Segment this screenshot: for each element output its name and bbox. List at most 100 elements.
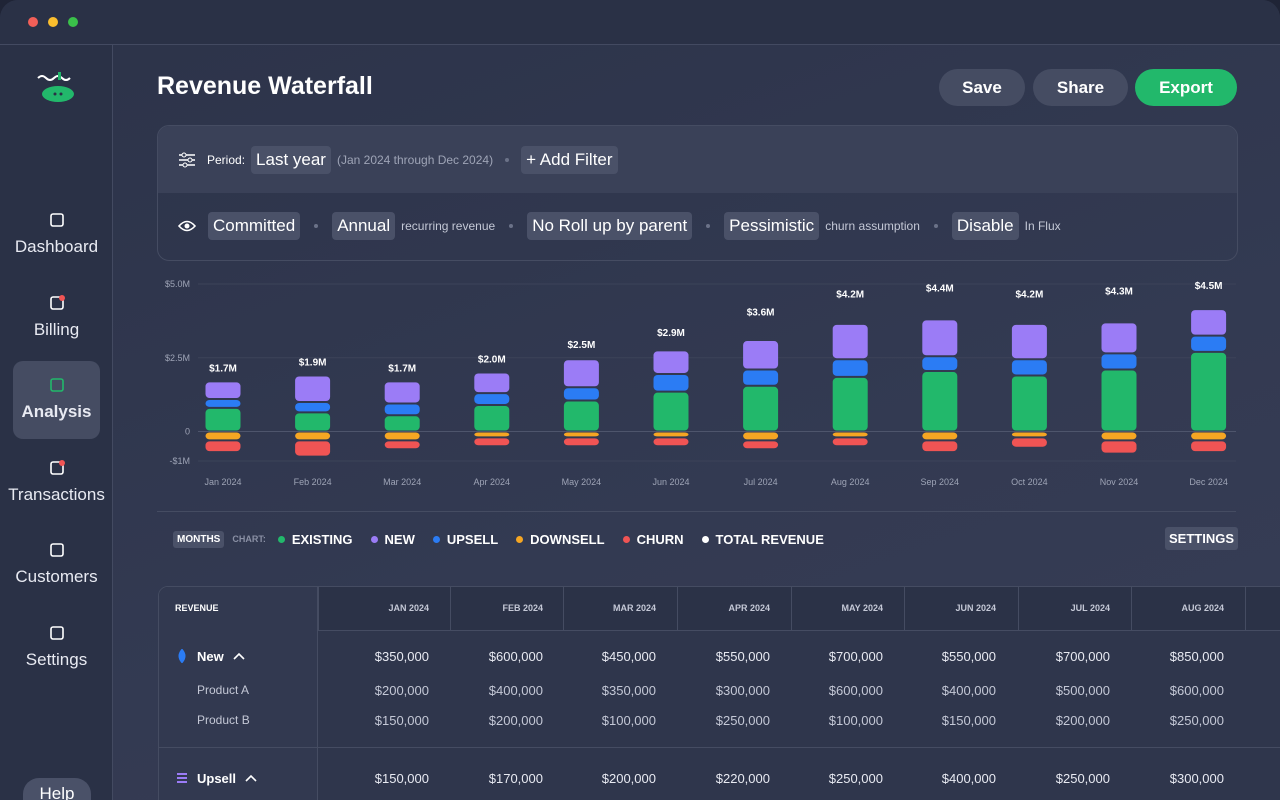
legend-item: TOTAL REVENUE bbox=[701, 532, 824, 547]
bar-segment bbox=[653, 374, 689, 391]
cell-value: $250,000 bbox=[828, 771, 883, 786]
bar-segment bbox=[474, 432, 510, 437]
bar-segment bbox=[563, 388, 599, 400]
legend-label: DOWNSELL bbox=[530, 531, 605, 547]
cell-value: $450,000 bbox=[601, 649, 656, 664]
options-row: Committed Annual recurring revenue No Roll … bbox=[178, 210, 1061, 242]
column-divider bbox=[1018, 587, 1019, 630]
total-label: $1.7M bbox=[209, 363, 237, 374]
sidebar bbox=[0, 45, 113, 800]
legend: MONTHS CHART: EXISTING NEW UPSELL DOWNSELL C… bbox=[173, 529, 834, 549]
bar-segment bbox=[295, 413, 331, 431]
x-tick-label: Oct 2024 bbox=[1011, 477, 1048, 487]
cell-value: $250,000 bbox=[1055, 771, 1110, 786]
option-note: In Flux bbox=[1024, 219, 1061, 233]
group-name[interactable]: New bbox=[197, 649, 224, 664]
option-chip[interactable]: Pessimistic bbox=[724, 212, 820, 240]
cell-value: $150,000 bbox=[941, 713, 996, 728]
cell-value: $150,000 bbox=[374, 713, 429, 728]
legend-label: EXISTING bbox=[291, 531, 353, 547]
period-range: (Jan 2024 through Dec 2024) bbox=[336, 153, 494, 167]
bar-segment bbox=[1011, 432, 1047, 437]
bar-segment bbox=[295, 432, 331, 440]
nav-item[interactable]: Analysis bbox=[21, 402, 92, 421]
help-button[interactable]: Help bbox=[23, 778, 91, 800]
bar-segment bbox=[1191, 336, 1227, 351]
cell-value: $500,000 bbox=[1055, 683, 1110, 698]
nav-icon-shape bbox=[50, 378, 64, 392]
group-name[interactable]: Upsell bbox=[197, 771, 237, 786]
nav-icon bbox=[50, 294, 65, 310]
bar-segment bbox=[1191, 352, 1227, 431]
bar-segment bbox=[295, 441, 331, 456]
minimize-dot[interactable] bbox=[48, 17, 58, 27]
separator bbox=[505, 158, 510, 162]
action-button[interactable]: Export bbox=[1135, 69, 1237, 106]
cell-value: $200,000 bbox=[374, 683, 429, 698]
bar-segment bbox=[922, 432, 958, 440]
bar-segment bbox=[384, 404, 420, 415]
bar-segment bbox=[474, 394, 510, 404]
bar-segment bbox=[1101, 432, 1137, 440]
column-divider bbox=[450, 587, 451, 630]
nav-item[interactable]: Billing bbox=[33, 319, 80, 339]
settings-chip[interactable]: SETTINGS bbox=[1165, 527, 1239, 550]
waterfall-chart: $5.0M $2.5M 0 -$1M Jan 2024 $1.7M Feb 2024 $1.9… bbox=[165, 279, 1236, 487]
close-dot[interactable] bbox=[28, 17, 38, 27]
cell-value: $100,000 bbox=[828, 713, 883, 728]
cell-value: $400,000 bbox=[941, 771, 996, 786]
filter-panel: Period: Last year (Jan 2024 through Dec … bbox=[157, 125, 1238, 261]
bar-segment bbox=[743, 341, 779, 369]
bar-segment bbox=[922, 357, 958, 371]
action-button[interactable]: Save bbox=[939, 69, 1025, 106]
action-button[interactable]: Share bbox=[1033, 69, 1128, 106]
nav-icon bbox=[50, 459, 65, 475]
option-chip[interactable]: Committed bbox=[208, 212, 301, 240]
column-header: FEB 2024 bbox=[502, 603, 543, 613]
y-tick-label: -$1M bbox=[169, 456, 190, 466]
bar-segment bbox=[922, 441, 958, 452]
option-chip[interactable]: No Roll up by parent bbox=[527, 212, 693, 240]
cell-value: $250,000 bbox=[715, 713, 770, 728]
bar-segment bbox=[474, 405, 510, 431]
column-header: MAY 2024 bbox=[841, 603, 883, 613]
cell-value: $350,000 bbox=[374, 649, 429, 664]
bar-segment bbox=[384, 416, 420, 431]
legend-item: DOWNSELL bbox=[516, 531, 605, 547]
expand-chevron[interactable] bbox=[233, 652, 245, 660]
nav-item[interactable]: Dashboard bbox=[14, 237, 99, 256]
legend-swatch bbox=[370, 535, 378, 543]
bar-segment bbox=[474, 373, 510, 393]
column-header: APR 2024 bbox=[728, 603, 770, 613]
granularity-chip[interactable]: MONTHS bbox=[173, 530, 225, 548]
add-filter[interactable]: + Add Filter bbox=[521, 146, 618, 174]
nav-item[interactable]: Transactions bbox=[8, 484, 105, 504]
bar-segment bbox=[922, 320, 958, 356]
maximize-dot[interactable] bbox=[68, 17, 78, 27]
bar-segment bbox=[1101, 441, 1137, 453]
period-row bbox=[158, 126, 1237, 193]
x-tick-label: Nov 2024 bbox=[1100, 477, 1139, 487]
logo bbox=[37, 72, 74, 102]
bar-segment bbox=[205, 432, 241, 440]
nav-item[interactable]: Customers bbox=[15, 567, 98, 586]
bar-segment bbox=[295, 376, 331, 401]
option-chip[interactable]: Disable bbox=[951, 212, 1019, 240]
option-chip[interactable]: Annual bbox=[332, 212, 396, 240]
bar-segment bbox=[1101, 370, 1137, 431]
column-header: JUL 2024 bbox=[1070, 603, 1110, 613]
bar-segment bbox=[295, 403, 331, 412]
period-chip[interactable]: Last year bbox=[251, 146, 331, 174]
header-cell: REVENUE bbox=[175, 603, 219, 613]
divider bbox=[157, 511, 1236, 512]
bar-segment bbox=[653, 438, 689, 446]
legend-swatch bbox=[516, 535, 524, 543]
column-divider bbox=[904, 587, 905, 630]
total-label: $2.0M bbox=[478, 355, 506, 366]
expand-chevron[interactable] bbox=[245, 774, 257, 782]
nav-item[interactable]: Settings bbox=[25, 649, 88, 669]
nav-icon-shape bbox=[50, 625, 64, 640]
bar-segment bbox=[1191, 432, 1227, 440]
x-tick-label: Jun 2024 bbox=[652, 477, 689, 487]
bar-segment bbox=[1011, 360, 1047, 375]
